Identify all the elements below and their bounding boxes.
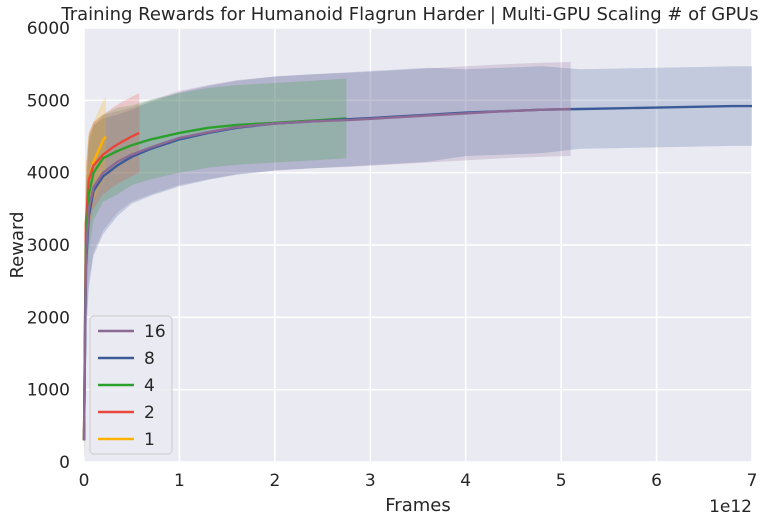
x-offset-label: 1e12 xyxy=(709,497,752,517)
y-tick-labels: 0 1000 2000 3000 4000 5000 6000 xyxy=(27,19,70,473)
y-tick-label: 1000 xyxy=(27,381,70,401)
band-series-16 xyxy=(84,62,571,462)
x-tick-label: 5 xyxy=(556,471,567,491)
line-series-16 xyxy=(82,107,571,441)
band-series-4 xyxy=(84,78,347,462)
y-tick-label: 3000 xyxy=(27,236,70,256)
legend-label-8: 8 xyxy=(144,349,155,369)
x-tick-label: 3 xyxy=(365,471,376,491)
legend-label-16: 16 xyxy=(144,322,166,342)
y-tick-label: 2000 xyxy=(27,308,70,328)
x-tick-label: 0 xyxy=(79,471,90,491)
legend: 16 8 4 2 1 xyxy=(89,315,173,455)
y-tick-label: 5000 xyxy=(27,91,70,111)
series-lines xyxy=(82,104,752,441)
y-axis-label: Reward xyxy=(7,211,28,278)
y-tick-label: 0 xyxy=(59,453,70,473)
x-tick-label: 4 xyxy=(460,471,471,491)
grid xyxy=(83,27,753,463)
legend-label-2: 2 xyxy=(144,403,155,423)
legend-label-1: 1 xyxy=(144,430,155,450)
x-tick-label: 7 xyxy=(747,471,758,491)
legend-label-4: 4 xyxy=(144,376,155,396)
x-tick-label: 2 xyxy=(269,471,280,491)
x-tick-label: 1 xyxy=(174,471,185,491)
band-series-8 xyxy=(84,66,752,463)
y-tick-label: 4000 xyxy=(27,164,70,184)
x-tick-labels: 0 1 2 3 4 5 6 7 xyxy=(79,471,758,491)
y-tick-label: 6000 xyxy=(27,19,70,39)
x-tick-label: 6 xyxy=(651,471,662,491)
x-axis-label: Frames xyxy=(385,495,450,516)
chart-title: Training Rewards for Humanoid Flagrun Ha… xyxy=(60,4,758,25)
